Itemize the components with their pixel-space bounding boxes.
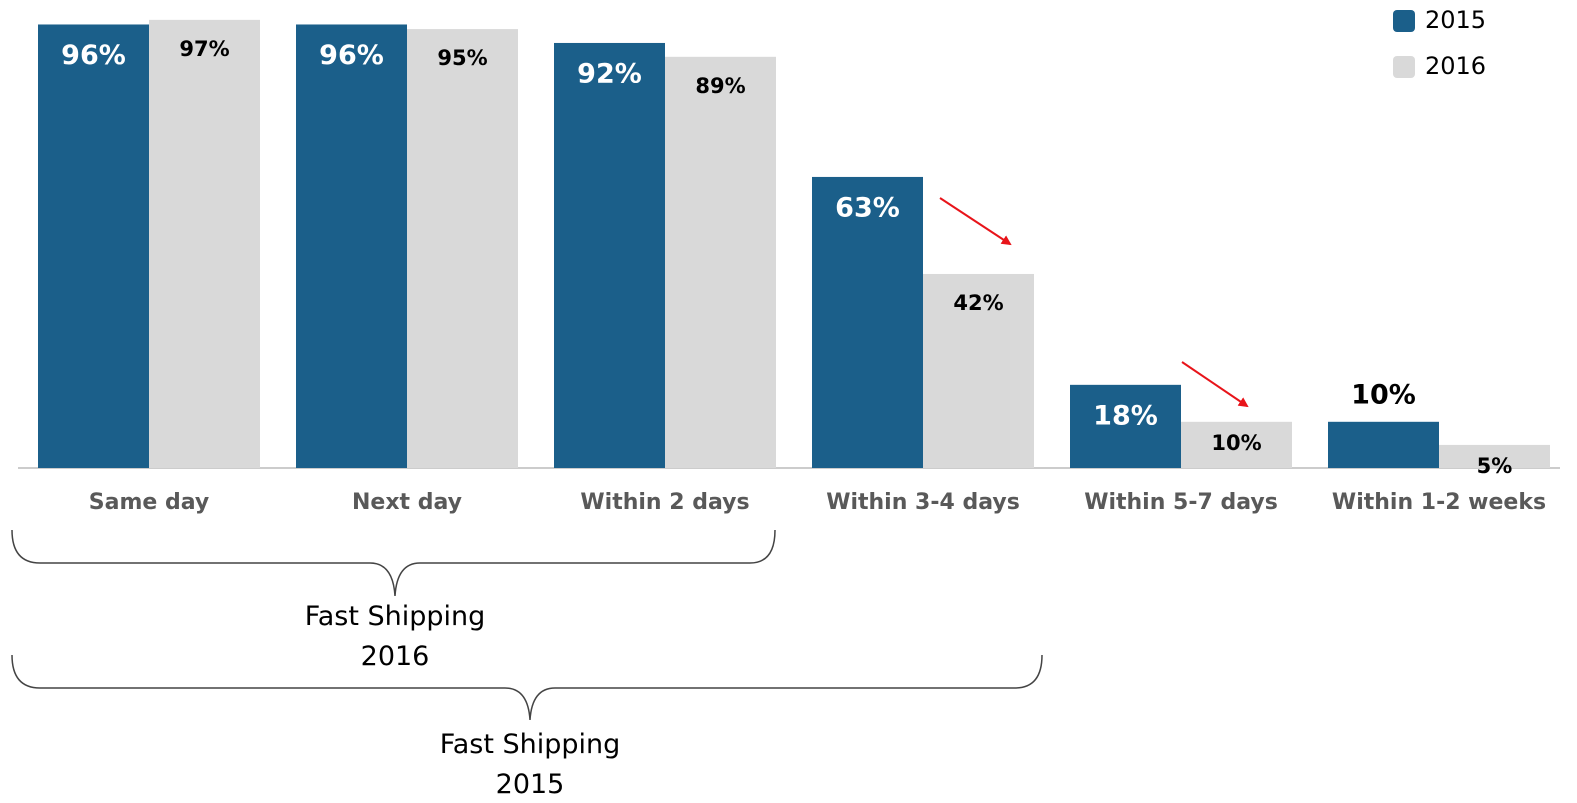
- value-label: 42%: [953, 291, 1003, 315]
- x-tick-label: Same day: [88, 490, 210, 515]
- bar: [38, 24, 149, 468]
- bar: [923, 273, 1034, 468]
- brace: [11, 529, 776, 597]
- brace: [11, 654, 1043, 721]
- value-label: 10%: [1211, 431, 1261, 455]
- bar: [1328, 421, 1439, 468]
- bar: [1439, 444, 1550, 468]
- arrow: [939, 197, 1012, 246]
- value-label: 96%: [319, 40, 384, 71]
- value-label: 92%: [577, 58, 642, 89]
- x-tick-label: Within 5-7 days: [1084, 490, 1278, 515]
- x-tick-label: Within 3-4 days: [826, 490, 1020, 515]
- annotation: Fast Shipping 2015: [439, 729, 621, 800]
- bar: [296, 24, 407, 468]
- bar: [1181, 421, 1292, 468]
- value-label: 63%: [835, 192, 900, 223]
- value-label: 5%: [1477, 454, 1513, 478]
- legend-label: 2015: [1425, 6, 1486, 34]
- annotation: Fast Shipping 2016: [304, 601, 486, 672]
- legend-label: 2016: [1425, 52, 1486, 80]
- x-tick-label: Within 1-2 weeks: [1331, 490, 1547, 515]
- value-label: 97%: [179, 37, 229, 61]
- legend-swatch: [1393, 56, 1415, 78]
- bar: [665, 56, 776, 468]
- bar: [149, 19, 260, 469]
- value-label: 96%: [61, 40, 126, 71]
- bar: [812, 176, 923, 468]
- value-label: 89%: [695, 74, 745, 98]
- arrow: [1181, 361, 1249, 408]
- value-label: 95%: [437, 46, 487, 70]
- x-tick-label: Next day: [352, 490, 462, 515]
- value-label: 18%: [1093, 400, 1158, 431]
- legend-swatch: [1393, 10, 1415, 32]
- x-tick-label: Within 2 days: [580, 490, 750, 515]
- bar: [554, 42, 665, 469]
- bar: [1070, 384, 1181, 468]
- value-label: 10%: [1351, 379, 1416, 410]
- bar: [407, 29, 518, 468]
